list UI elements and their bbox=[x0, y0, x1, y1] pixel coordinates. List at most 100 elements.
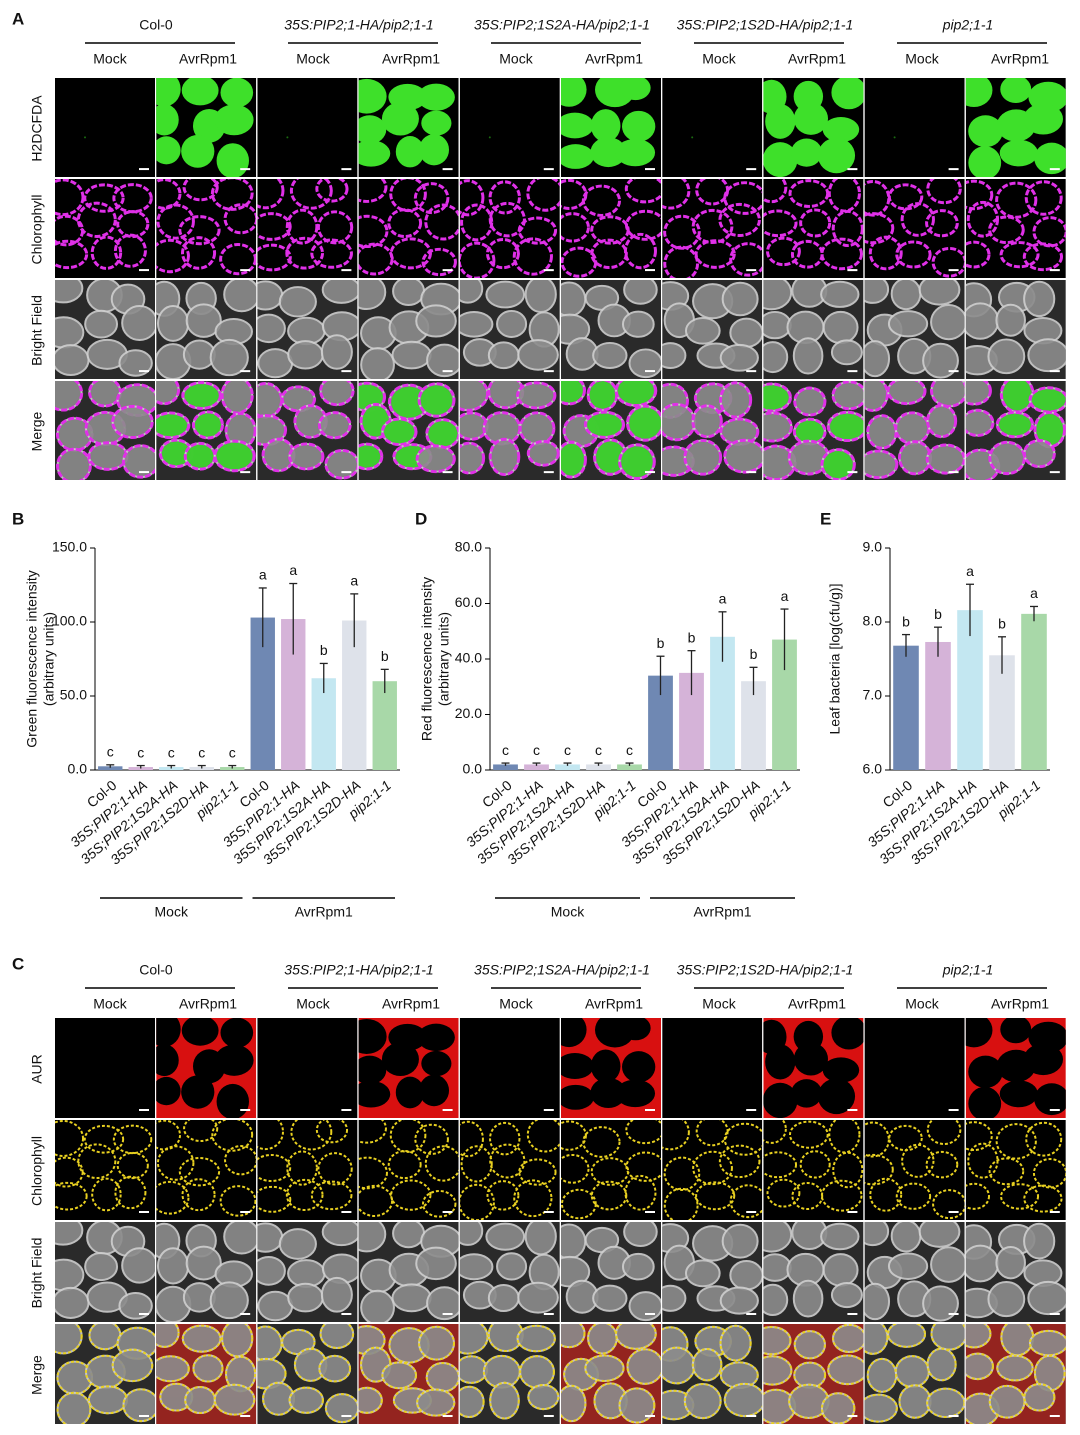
image-background bbox=[459, 78, 560, 177]
chloroplast-ring bbox=[820, 1179, 863, 1212]
condition-label: AvrRpm1 bbox=[585, 51, 643, 67]
chloroplast-ring bbox=[319, 1324, 355, 1349]
micrograph bbox=[864, 1018, 965, 1118]
micrograph bbox=[763, 179, 864, 278]
chloroplast-ring bbox=[358, 1120, 387, 1144]
micrograph bbox=[561, 381, 661, 480]
cell bbox=[216, 1083, 249, 1118]
significance-letter: a bbox=[259, 567, 267, 583]
chloroplast-ring bbox=[358, 1156, 388, 1190]
chloroplast-ring bbox=[257, 1185, 292, 1213]
condition-label: Mock bbox=[296, 51, 330, 67]
chloroplast-ring bbox=[257, 243, 292, 272]
cell bbox=[930, 304, 965, 341]
chloroplast-ring bbox=[561, 1324, 586, 1349]
ros-signal bbox=[590, 109, 621, 143]
chloroplast-ring bbox=[156, 238, 190, 274]
chloroplast-ring bbox=[900, 202, 935, 237]
chloroplast-ring bbox=[55, 1120, 85, 1157]
cell bbox=[524, 1222, 557, 1256]
cell bbox=[524, 280, 557, 314]
ros-signal bbox=[156, 104, 179, 136]
chloroplast-ring bbox=[288, 442, 325, 471]
image-background bbox=[156, 179, 257, 278]
micrograph bbox=[459, 1120, 560, 1220]
chloroplast-ring bbox=[415, 444, 456, 474]
image-background bbox=[55, 78, 155, 177]
cell bbox=[763, 1283, 789, 1317]
cell bbox=[864, 1282, 891, 1321]
chloroplast-ring bbox=[766, 236, 801, 267]
chloroplast-ring bbox=[121, 444, 155, 479]
y-tick-label: 6.0 bbox=[863, 761, 883, 777]
ros-signal bbox=[186, 444, 214, 468]
cell bbox=[391, 340, 432, 370]
micrograph bbox=[662, 179, 763, 278]
micrograph bbox=[358, 1018, 459, 1118]
chloroplast-ring bbox=[719, 1324, 752, 1362]
cell bbox=[156, 305, 190, 342]
cell bbox=[517, 1281, 559, 1314]
micrograph bbox=[358, 381, 459, 480]
chloroplast-ring bbox=[489, 1121, 521, 1156]
condition-label: Mock bbox=[93, 51, 127, 67]
cell bbox=[830, 339, 863, 366]
condition-label: Mock bbox=[905, 996, 939, 1012]
cell bbox=[918, 1222, 961, 1248]
image-background bbox=[257, 78, 358, 177]
chloroplast-ring bbox=[662, 179, 691, 210]
chloroplast-ring bbox=[487, 1324, 524, 1353]
y-axis-label: (arbitrary units) bbox=[436, 612, 452, 706]
ros-signal bbox=[358, 445, 381, 468]
chloroplast-ring bbox=[516, 381, 557, 410]
cell bbox=[763, 280, 793, 311]
image-background bbox=[55, 179, 155, 278]
chloroplast-ring bbox=[827, 179, 861, 213]
y-tick-label: 150.0 bbox=[52, 539, 87, 555]
speck bbox=[286, 136, 289, 139]
chloroplast-ring bbox=[380, 417, 418, 447]
ros-signal bbox=[391, 386, 427, 418]
ros-signal bbox=[622, 110, 656, 142]
condition-label: AvrRpm1 bbox=[382, 51, 440, 67]
chloroplast-ring bbox=[315, 1120, 349, 1144]
ros-signal bbox=[358, 115, 387, 144]
cell bbox=[864, 280, 890, 304]
chloroplast-ring bbox=[723, 1122, 763, 1156]
ros-signal bbox=[1031, 388, 1066, 411]
chloroplast-ring bbox=[219, 243, 257, 276]
chloroplast-ring bbox=[590, 238, 628, 270]
chloroplast-ring bbox=[820, 237, 863, 271]
ros-signal bbox=[561, 381, 583, 403]
cell bbox=[615, 1079, 656, 1108]
cell bbox=[55, 1258, 85, 1292]
chloroplast-ring bbox=[389, 237, 432, 270]
chloroplast-ring bbox=[290, 1120, 333, 1151]
row-label: AUR bbox=[29, 1054, 45, 1084]
chloroplast-ring bbox=[512, 237, 553, 276]
cell bbox=[792, 1279, 824, 1318]
micrograph bbox=[662, 1222, 763, 1322]
chloroplast-ring bbox=[459, 441, 486, 475]
cell bbox=[220, 1018, 254, 1048]
image-background bbox=[55, 1018, 155, 1118]
image-background bbox=[662, 1018, 763, 1118]
cell bbox=[55, 1222, 84, 1246]
image-background bbox=[459, 179, 560, 278]
cell bbox=[590, 1049, 621, 1083]
cell bbox=[487, 341, 520, 370]
cell bbox=[395, 1076, 425, 1109]
chloroplast-ring bbox=[926, 403, 958, 439]
cell bbox=[822, 310, 859, 345]
chloroplast-ring bbox=[156, 203, 195, 240]
micrograph bbox=[257, 78, 358, 177]
chloroplast-ring bbox=[526, 179, 560, 212]
chloroplast-ring bbox=[965, 1352, 994, 1381]
cell bbox=[968, 1086, 1002, 1118]
significance-letter: c bbox=[137, 744, 144, 760]
significance-letter: c bbox=[626, 742, 633, 758]
chloroplast-ring bbox=[763, 179, 788, 204]
chloroplast-ring bbox=[663, 1156, 701, 1191]
cell bbox=[621, 1252, 655, 1281]
cell bbox=[459, 280, 484, 304]
